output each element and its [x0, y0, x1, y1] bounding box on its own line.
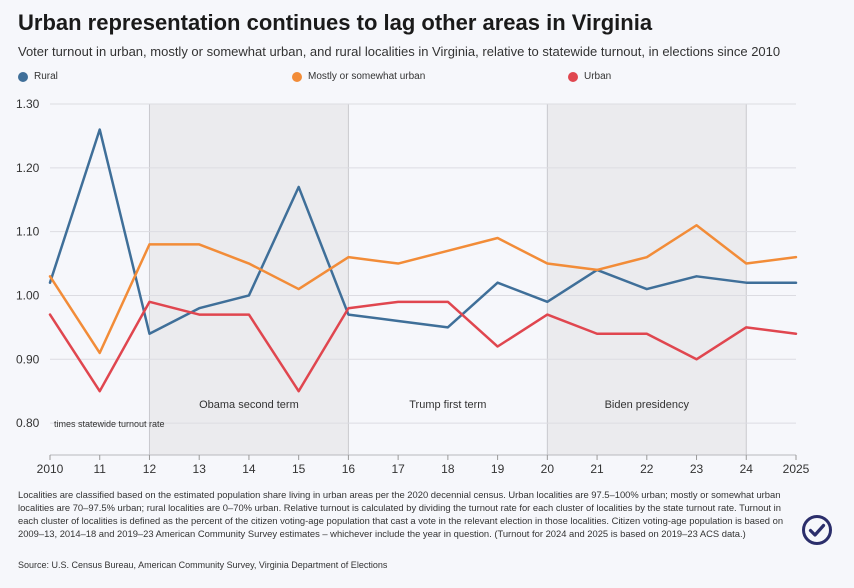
- x-tick-label: 17: [391, 462, 405, 476]
- legend-item-rural: Rural: [18, 71, 58, 82]
- chart-title: Urban representation continues to lag ot…: [18, 10, 653, 35]
- x-tick-label: 14: [242, 462, 256, 476]
- legend-item-urban: Urban: [568, 71, 611, 82]
- legend-swatch-mostly-urban: [292, 71, 302, 82]
- x-tick-label: 19: [491, 462, 505, 476]
- x-tick-label: 12: [143, 462, 157, 476]
- x-tick-label: 16: [342, 462, 356, 476]
- series-line-rural: [48, 128, 798, 335]
- series-lines: [48, 128, 798, 393]
- footnote: Localities are classified based on the e…: [18, 489, 784, 539]
- y-tick-label: 1.20: [16, 161, 40, 175]
- series-line-mostly-or-somewhat-urban: [48, 224, 798, 355]
- legend-swatch-rural: [18, 71, 28, 82]
- legend-label-urban: Urban: [584, 71, 612, 82]
- y-tick-label: 1.10: [16, 225, 40, 239]
- y-tick-label: 0.80: [16, 416, 40, 430]
- x-tick-label: 13: [193, 462, 207, 476]
- x-tick-label: 15: [292, 462, 306, 476]
- x-tick-label: 2025: [783, 462, 810, 476]
- x-tick-label: 20: [541, 462, 555, 476]
- period-labels: Obama second term Trump first term Biden p…: [199, 399, 689, 411]
- x-tick-label: 24: [740, 462, 754, 476]
- y-axis-label: times statewide turnout rate: [54, 419, 165, 429]
- legend-label-mostly-urban: Mostly or somewhat urban: [308, 71, 426, 82]
- legend-item-mostly-urban: Mostly or somewhat urban: [292, 71, 425, 82]
- x-tick-label: 18: [441, 462, 455, 476]
- period-label: Obama second term: [199, 399, 299, 411]
- checkmark-circle-icon[interactable]: [801, 514, 833, 546]
- y-tick-label: 1.00: [16, 288, 40, 302]
- x-tick-label: 23: [690, 462, 704, 476]
- source-note: Source: U.S. Census Bureau, American Com…: [18, 560, 388, 570]
- y-tick-label: 1.30: [16, 97, 40, 111]
- series-line-urban: [48, 300, 798, 393]
- period-label: Biden presidency: [605, 399, 690, 411]
- x-tick-label: 22: [640, 462, 654, 476]
- x-axis-ticks: 2010 11 12 13 14 15 16 17 18 19 20 21 22 23 24 2025: [37, 455, 810, 476]
- chart-subtitle: Voter turnout in urban, mostly or somewh…: [18, 44, 781, 59]
- x-tick-label: 11: [93, 462, 106, 476]
- legend-swatch-urban: [568, 71, 578, 82]
- gridlines: [50, 103, 796, 456]
- x-tick-label: 2010: [37, 462, 64, 476]
- period-label: Trump first term: [409, 399, 486, 411]
- y-tick-label: 0.90: [16, 352, 40, 366]
- legend-label-rural: Rural: [34, 71, 58, 82]
- x-tick-label: 21: [590, 462, 604, 476]
- y-axis-ticks: 1.30 1.20 1.10 1.00 0.90 0.80: [16, 97, 40, 430]
